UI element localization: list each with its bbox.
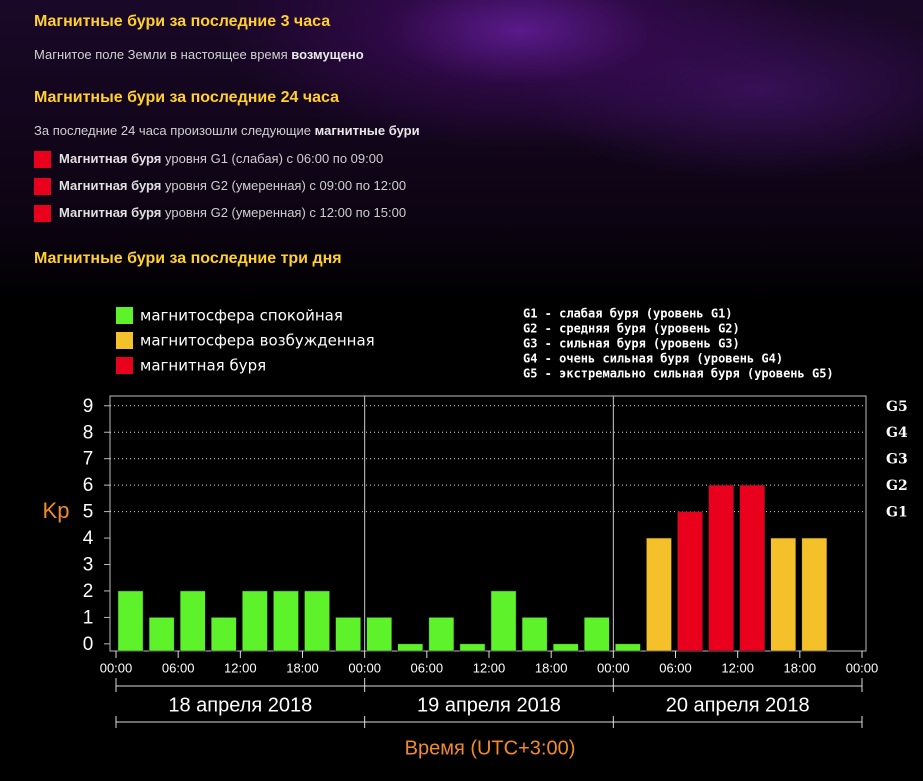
bar [211, 617, 237, 652]
x-tick-label: 06:00 [411, 660, 444, 675]
legend-label: магнитная буря [140, 357, 266, 375]
y2-tick-label: G2 [886, 478, 908, 494]
storm-label: Магнитная буря [59, 178, 162, 193]
x-tick-label: 00:00 [846, 660, 879, 675]
storm-detail: уровня G2 (умеренная) с 12:00 по 15:00 [165, 205, 407, 220]
bar [708, 484, 734, 652]
y-tick-label: 7 [83, 449, 94, 470]
legend-swatch [116, 307, 133, 324]
x-tick-label: 06:00 [659, 660, 692, 675]
bar [677, 511, 703, 652]
x-tick-label: 12:00 [224, 660, 257, 675]
storm-detail: уровня G2 (умеренная) с 09:00 по 12:00 [165, 178, 407, 193]
bar [397, 643, 424, 652]
bar [739, 484, 766, 652]
storm-detail: уровня G1 (слабая) с 06:00 по 09:00 [165, 151, 384, 166]
bar [459, 643, 486, 652]
day-label: 20 апреля 2018 [666, 694, 810, 716]
y-tick-label: 8 [83, 422, 94, 443]
x-tick-label: 18:00 [286, 660, 319, 675]
y-tick-label: 4 [83, 528, 94, 549]
x-tick-label: 00:00 [348, 660, 381, 675]
bar [335, 617, 361, 652]
intro-emphasis: магнитные бури [314, 123, 420, 138]
bar [615, 643, 641, 652]
y-tick-label: 0 [83, 634, 94, 655]
g-legend-item: G3 - сильная буря (уровень G3) [523, 337, 740, 351]
storm-label: Магнитная буря [59, 151, 162, 166]
y-axis-label: Kp [43, 498, 70, 523]
x-tick-label: 00:00 [597, 660, 630, 675]
y-tick-label: 1 [83, 607, 94, 628]
day-label: 18 апреля 2018 [168, 694, 312, 716]
y-tick-label: 3 [83, 555, 94, 576]
y2-tick-label: G5 [886, 399, 908, 415]
y2-tick-label: G3 [886, 452, 908, 468]
storm-item: Магнитная буря уровня G2 (умеренная) с 1… [34, 205, 407, 223]
bar [801, 537, 828, 652]
legend-swatch [116, 357, 133, 374]
bar [242, 590, 268, 652]
g-legend-item: G5 - экстремально сильная буря (уровень … [523, 367, 834, 381]
bar [304, 590, 330, 652]
x-tick-label: 12:00 [721, 660, 754, 675]
storm-label: Магнитная буря [59, 205, 162, 220]
y2-tick-label: G1 [886, 505, 908, 521]
g-legend-item: G2 - средняя буря (уровень G2) [523, 322, 740, 336]
bar [646, 537, 672, 652]
bar [584, 617, 610, 652]
bar [366, 617, 392, 652]
status-label: Магнитое поле Земли в настоящее время [34, 47, 288, 62]
bar [770, 537, 797, 652]
storm-icon [34, 178, 51, 196]
x-tick-label: 12:00 [473, 660, 506, 675]
x-tick-label: 18:00 [535, 660, 568, 675]
legend-label: магнитосфера спокойная [140, 307, 343, 325]
x-tick-label: 06:00 [162, 660, 195, 675]
section-title: Магнитные бури за последние 3 часа [34, 13, 331, 30]
g-legend-item: G4 - очень сильная буря (уровень G4) [523, 352, 783, 366]
bar [117, 590, 144, 652]
bar [490, 590, 517, 652]
y-tick-label: 5 [83, 502, 94, 523]
section-title: Магнитные бури за последние три дня [34, 250, 342, 267]
x-tick-label: 00:00 [100, 660, 133, 675]
y-tick-label: 2 [83, 581, 94, 602]
section-title: Магнитные бури за последние 24 часа [34, 89, 339, 106]
storm-icon [34, 151, 51, 169]
day-label: 19 апреля 2018 [417, 694, 561, 716]
intro-label: За последние 24 часа произошли следующие [34, 123, 312, 138]
status-value: возмущено [291, 47, 364, 62]
intro-text: За последние 24 часа произошли следующие… [34, 123, 420, 138]
y-tick-label: 6 [83, 475, 94, 496]
bar [521, 617, 548, 652]
bar [179, 590, 206, 652]
g-legend-item: G1 - слабая буря (уровень G1) [523, 307, 733, 321]
x-tick-label: 18:00 [784, 660, 817, 675]
legend-swatch [116, 332, 133, 349]
plot-frame [109, 395, 867, 652]
legend-label: магнитосфера возбужденная [140, 332, 375, 350]
storm-icon [34, 205, 51, 223]
storm-item: Магнитная буря уровня G2 (умеренная) с 0… [34, 178, 407, 196]
bar [428, 617, 455, 652]
y2-tick-label: G4 [886, 425, 908, 441]
y-tick-label: 9 [83, 396, 94, 417]
storm-item: Магнитная буря уровня G1 (слабая) с 06:0… [34, 151, 384, 169]
bar [552, 643, 579, 652]
bar [273, 590, 299, 652]
x-axis-label: Время (UTC+3:00) [405, 737, 576, 759]
status-text: Магнитое поле Земли в настоящее время во… [34, 47, 364, 62]
bar [148, 617, 175, 652]
